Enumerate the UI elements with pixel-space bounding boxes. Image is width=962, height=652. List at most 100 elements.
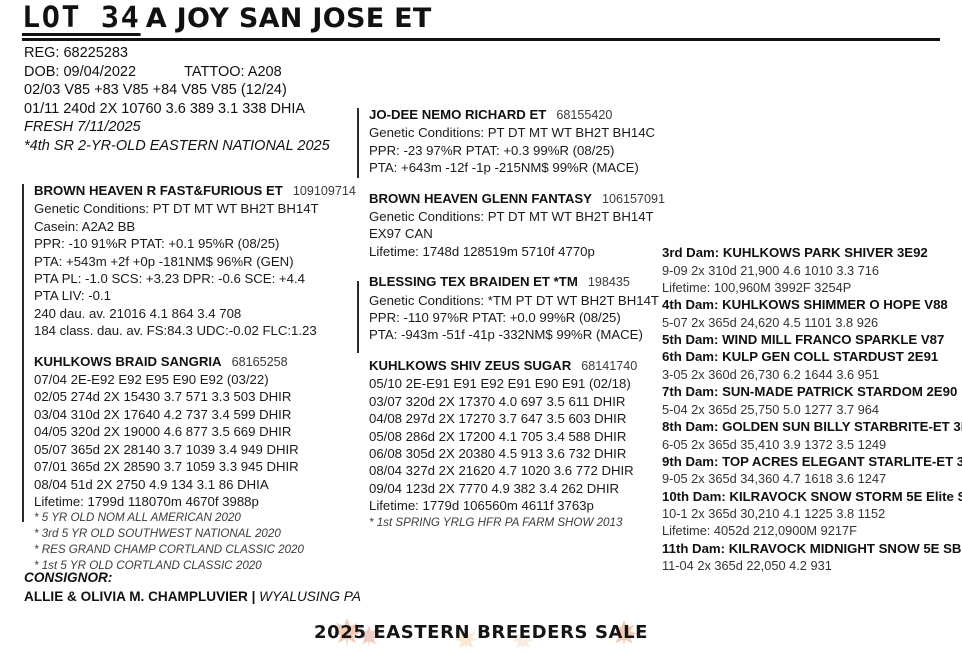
pedigree-detail-line: 05/10 2E-E91 E91 E92 E91 E90 E91 (02/18) [369,376,631,392]
consignor-separator: | [251,589,256,604]
pedigree-detail-line: Lifetime: 1779d 106560m 4611f 3763p [369,498,594,514]
pedigree-block: KUHLKOWS SHIV ZEUS SUGAR 68141740 05/10 2E… [357,357,657,531]
dam-name: SUN-MADE PATRICK STARDOM 2E90 [718,384,958,400]
dam-generation-label: 8th Dam: [662,418,719,434]
dam-record-line: 6-05 2x 365d 35,410 3.9 1372 3.5 1249 [662,436,887,452]
animal-identification-block: REG: 68225283 DOB: 09/04/2022 TATTOO: A2… [24,44,330,156]
pedigree-detail-line: EX97 CAN [369,226,433,242]
pedigree-detail-line: Casein: A2A2 BB [34,218,136,234]
dam-lineage-entry: 8th Dam: GOLDEN SUN BILLY STARBRITE-ET 3… [662,418,962,453]
pedigree-block: KUHLKOWS BRAID SANGRIA 68165258 07/04 2E-E… [22,353,352,575]
pedigree-detail-line: 07/01 365d 2X 28590 3.7 1059 3.3 945 DHI… [34,459,299,475]
dam-lineage-entry: 7th Dam: SUN-MADE PATRICK STARDOM 2E90 5-… [662,383,960,418]
dam-lineage-heading: 4th Dam: KUHLKOWS SHIMMER O HOPE V88 [662,296,960,314]
dam-lineage-heading: 5th Dam: WIND MILL FRANCO SPARKLE V87 [662,331,960,349]
dam-name: KUHLKOWS SHIMMER O HOPE V88 [718,297,948,312]
dam-lineage-list: 3rd Dam: KUHLKOWS PARK SHIVER 3E92 9-09 2… [662,244,962,575]
pedigree-detail-line: Genetic Conditions: *TM PT DT WT BH2T BH… [369,292,659,308]
dam-record-line: 9-09 2x 310d 21,900 4.6 1010 3.3 716 [662,262,880,278]
pedigree-detail-line: PPR: -110 97%R PTAT: +0.0 99%R (08/25) [369,310,621,326]
pedigree-detail-line: 04/05 320d 2X 19000 4.6 877 3.5 669 DHIR [34,424,292,440]
dam-name: KUHLKOWS PARK SHIVER 3E92 [719,245,928,260]
pedigree-animal-name: BROWN HEAVEN R FAST&FURIOUS ET 109109714 [34,183,356,198]
consignor-location: WYALUSING PA [259,589,361,604]
pedigree-detail-line: Genetic Conditions: PT DT MT WT BH2T BH1… [369,125,656,141]
footer-inner: 2025 EASTERN BREEDERS SALE [0,612,962,652]
dam-name: KULP GEN COLL STARDUST 2E91 [718,349,939,365]
pedigree-detail-line: 05/07 365d 2X 28140 3.7 1039 3.4 949 DHI… [34,441,299,457]
maple-leaf-icon-center [454,627,478,652]
pedigree-detail-line: PTA LIV: -0.1 [34,288,111,304]
pedigree-detail-line: PTA: +643m -12f -1p -215NM$ 99%R (MACE) [369,160,639,176]
sire-block-list: BROWN HEAVEN R FAST&FURIOUS ET 109109714 G… [22,182,356,575]
pedigree-detail-line: 07/04 2E-E92 E92 E95 E90 E92 (03/22) [34,372,269,388]
consignor-name: ALLIE & OLIVIA M. CHAMPLUVIER [24,589,248,604]
fresh-date-line: FRESH 7/11/2025 [24,119,141,136]
dam-generation-label: 3rd Dam: [662,245,720,260]
dob-tattoo-line: DOB: 09/04/2022 TATTOO: A208 [24,63,282,80]
sire-pedigree-column: BROWN HEAVEN R FAST&FURIOUS ET 109109714 G… [22,182,356,575]
pedigree-detail-line: 03/04 310d 2X 17640 4.2 737 3.4 599 DHIR [34,406,292,422]
dam-generation-label: 9th Dam: [662,453,719,469]
production-record-line: 01/11 240d 2X 10760 3.6 389 3.1 338 DHIA [24,100,306,117]
lot-title-row: LOT 34 A JOY SAN JOSE ET [22,2,432,37]
dam-record-line: 11-04 2x 365d 22,050 4.2 931 [662,558,832,574]
page-footer: 2025 EASTERN BREEDERS SALE [0,612,962,652]
dam-lineage-heading: 6th Dam: KULP GEN COLL STARDUST 2E91 [662,348,960,366]
pedigree-detail-line: Genetic Conditions: PT DT MT WT BH2T BH1… [369,209,654,225]
pedigree-detail-line: Lifetime: 1748d 128519m 5710f 4770p [369,243,595,259]
pedigree-award-note: * RES GRAND CHAMP CORTLAND CLASSIC 2020 [34,543,304,557]
dam-record-line: 5-04 2x 365d 25,750 5.0 1277 3.7 964 [662,401,880,417]
dam-name: TOP ACRES ELEGANT STARLITE-ET 3E Elite [722,453,962,469]
dam-lineage-heading: 7th Dam: SUN-MADE PATRICK STARDOM 2E90 [662,383,960,401]
dam-record-line: 3-05 2x 360d 26,730 6.2 1644 3.6 951 [662,366,880,382]
consignor-label: CONSIGNOR: [24,570,113,585]
dam-generation-label: 7th Dam: [662,384,719,400]
maple-leaf-icon-center-2 [512,629,534,652]
block-spacer [357,177,657,190]
pedigree-detail-line: PPR: -23 97%R PTAT: +0.3 99%R (08/25) [369,142,615,158]
pedigree-animal-name: KUHLKOWS SHIV ZEUS SUGAR 68141740 [369,357,638,373]
dam-lineage-entry: 11th Dam: KILRAVOCK MIDNIGHT SNOW 5E SBC… [662,540,962,575]
pedigree-detail-line: 08/04 327d 2X 21620 4.7 1020 3.6 772 DHI… [369,463,634,479]
consignor-details: ALLIE & OLIVIA M. CHAMPLUVIER | WYALUSIN… [24,587,361,606]
pedigree-detail-line: 03/07 320d 2X 17370 4.0 697 3.5 611 DHIR [369,393,626,409]
dam-generation-label: 6th Dam: [662,349,719,365]
pedigree-registration-number: 68141740 [581,358,638,373]
pedigree-detail-line: 02/05 274d 2X 15430 3.7 571 3.3 503 DHIR [34,389,292,405]
dam-lineage-heading: 10th Dam: KILRAVOCK SNOW STORM 5E Elite … [662,488,962,506]
pedigree-detail-line: PTA: +543m +2f +0p -181NM$ 96%R (GEN) [34,253,294,269]
pedigree-detail-line: 184 class. dau. av. FS:84.3 UDC:-0.02 FL… [34,323,317,339]
dam-name: KILRAVOCK MIDNIGHT SNOW 5E SBC [725,540,962,556]
dam-record-line: Lifetime: 4052d 212,0900M 9217F [662,523,857,539]
pedigree-animal-name: JO-DEE NEMO RICHARD ET 68155420 [369,107,613,122]
dam-generation-label: 11th Dam: [662,540,726,556]
pedigree-detail-line: Genetic Conditions: PT DT MT WT BH2T BH1… [34,201,319,217]
dam-lineage-entry: 4th Dam: KUHLKOWS SHIMMER O HOPE V88 5-07… [662,296,960,331]
pedigree-animal-name: KUHLKOWS BRAID SANGRIA 68165258 [34,353,288,369]
dam-lineage-entry: 5th Dam: WIND MILL FRANCO SPARKLE V87 [662,331,960,349]
dam-record-line: Lifetime: 100,960M 3992F 3254P [662,279,852,295]
dam-lineage-entry: 6th Dam: KULP GEN COLL STARDUST 2E91 3-05… [662,348,960,383]
dam-lineage-heading: 11th Dam: KILRAVOCK MIDNIGHT SNOW 5E SBC [662,540,962,558]
dam-record-line: 10-1 2x 365d 30,210 4.1 1225 3.8 1152 [662,506,886,522]
pedigree-registration-number: 68165258 [231,354,288,369]
sire-bracket-line [22,184,24,522]
maple-leaf-icon-left [333,618,361,647]
pedigree-detail-line: 08/04 51d 2X 2750 4.9 134 3.1 86 DHIA [34,476,269,492]
classification-line: 02/03 V85 +83 V85 +84 V85 V85 (12/24) [24,82,287,99]
pedigree-detail-line: 240 dau. av. 21016 4.1 864 3.4 708 [34,305,242,321]
dam-record-line: 9-05 2x 365d 34,360 4.7 1618 3.6 1247 [662,471,887,487]
maple-leaf-icon-right [610,619,638,648]
pedigree-award-note: * 1st 5 YR OLD CORTLAND CLASSIC 2020 [34,559,262,573]
pedigree-award-note: * 1st SPRING YRLG HFR PA FARM SHOW 2013 [369,515,623,529]
pedigree-award-note: * 5 YR OLD NOM ALL AMERICAN 2020 [34,511,241,525]
dam-block-list: JO-DEE NEMO RICHARD ET 68155420 Genetic Co… [357,106,665,531]
registration-line: REG: 68225283 [24,45,128,61]
show-award-line: *4th SR 2-YR-OLD EASTERN NATIONAL 2025 [24,137,330,154]
pedigree-detail-line: PPR: -10 91%R PTAT: +0.1 95%R (08/25) [34,236,280,252]
dam-name: GOLDEN SUN BILLY STARBRITE-ET 3E [718,418,962,434]
pedigree-award-note: * 3rd 5 YR OLD SOUTHWEST NATIONAL 2020 [34,527,281,541]
dam-lineage-entry: 3rd Dam: KUHLKOWS PARK SHIVER 3E92 9-09 2… [662,244,960,296]
